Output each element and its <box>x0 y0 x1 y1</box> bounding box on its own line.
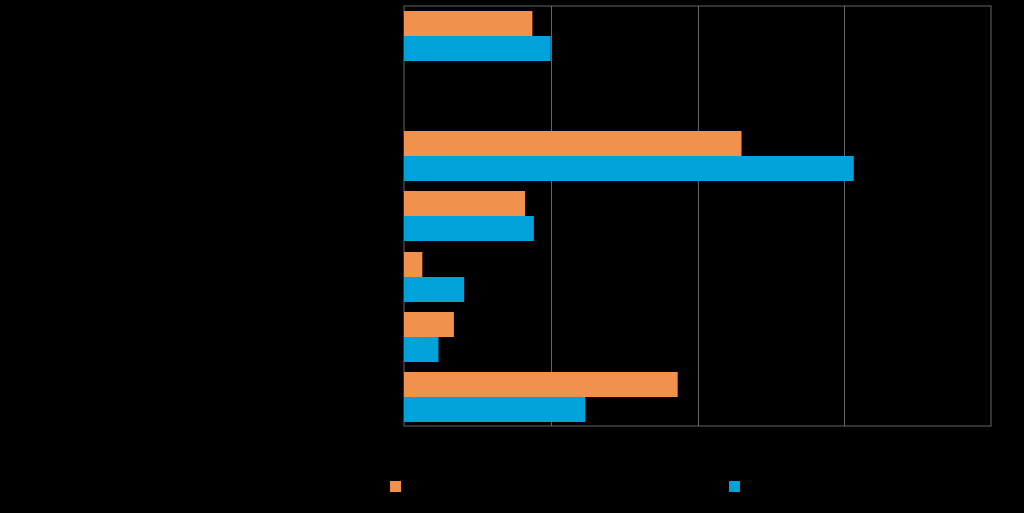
bar-series-1 <box>404 337 439 362</box>
bar-series-0 <box>404 252 423 277</box>
bar-series-0 <box>404 11 533 36</box>
bar-series-1 <box>404 216 534 241</box>
bars <box>404 11 854 422</box>
bar-series-1 <box>404 36 551 61</box>
legend-swatch-series-0 <box>390 481 401 492</box>
legend-swatch-series-1 <box>729 481 740 492</box>
bar-series-0 <box>404 372 678 397</box>
bar-series-1 <box>404 277 465 302</box>
bar-series-0 <box>404 191 526 216</box>
bar-series-0 <box>404 131 742 156</box>
bar-series-1 <box>404 397 586 422</box>
bar-series-1 <box>404 156 854 181</box>
bar-series-0 <box>404 312 454 337</box>
